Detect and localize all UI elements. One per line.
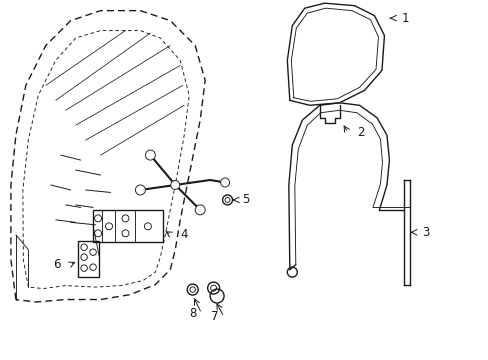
Circle shape	[135, 185, 145, 195]
Text: 6: 6	[53, 258, 61, 271]
Circle shape	[220, 178, 229, 187]
Circle shape	[145, 150, 155, 160]
Text: 2: 2	[356, 126, 364, 139]
Text: 8: 8	[189, 307, 196, 320]
Text: 4: 4	[180, 228, 187, 241]
Text: 5: 5	[242, 193, 249, 206]
Text: 3: 3	[421, 226, 428, 239]
Text: 1: 1	[401, 12, 408, 24]
Circle shape	[195, 205, 205, 215]
Text: 7: 7	[211, 310, 219, 324]
Circle shape	[170, 180, 180, 189]
